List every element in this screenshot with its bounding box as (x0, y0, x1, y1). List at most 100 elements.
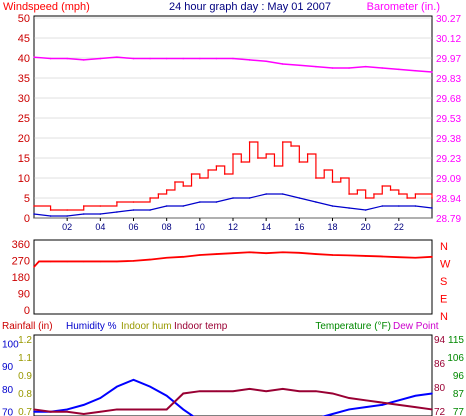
wind_gust-point (265, 153, 267, 155)
wind_gust-point (82, 205, 85, 207)
wind_avg-point (248, 197, 251, 199)
direction-point (232, 252, 234, 254)
humidity-point (431, 392, 433, 395)
barometer-point (331, 67, 334, 69)
rainfall-y-tick-label: 0.7 (18, 407, 32, 416)
humidity-point (132, 378, 135, 381)
windspeed-axis-title: Windspeed (mph) (3, 1, 90, 13)
barometer-point (348, 67, 350, 69)
wind_gust-point (306, 153, 309, 155)
wind-y-tick-label: 40 (18, 53, 30, 65)
humidity-point (364, 406, 367, 408)
direction-y-tick-label: 270 (12, 256, 30, 268)
barometer-point (315, 65, 317, 68)
barometer-y-tick-label: 29.23 (436, 154, 461, 165)
wind_gust-point (33, 205, 35, 207)
barometer-point (248, 59, 251, 61)
barometer-point (414, 69, 417, 72)
barometer-point (66, 57, 68, 60)
indoor_temp-point (348, 397, 350, 399)
wind_gust-point (414, 193, 417, 195)
barometer-point (82, 59, 85, 61)
wind_avg-point (199, 201, 201, 203)
barometer-y-tick-label: 29.09 (436, 174, 461, 185)
wind_avg-point (182, 205, 185, 207)
direction-point (99, 260, 102, 263)
direction-point (364, 255, 367, 257)
indoor-hum-title: Indoor hum (121, 321, 172, 332)
barometer-y-tick-label: 29.97 (436, 54, 461, 65)
humidity-point (348, 408, 350, 411)
temperature-y-tick-label: 86 (434, 359, 446, 370)
barometer-point (232, 57, 234, 60)
humidity-point (99, 397, 102, 399)
barometer-point (281, 63, 284, 65)
barometer-point (431, 71, 433, 73)
rainfall-y-tick-label: 0.8 (18, 389, 32, 400)
wind_gust-point (223, 173, 226, 175)
indoor_temp-point (281, 388, 284, 390)
dew-point-y-tick-label: 106 (447, 353, 464, 364)
dew-point-y-tick-label: 115 (448, 335, 464, 346)
wind_avg-point (165, 205, 168, 207)
indoor_temp-point (265, 390, 267, 392)
wind-y-tick-label: 25 (18, 113, 30, 125)
wind_avg-point (99, 213, 102, 215)
wind_gust-point (232, 153, 234, 155)
temperature-right-ticks: 94 86 80 72 115 106 96 87 77 (434, 335, 464, 416)
compass-label: N (440, 311, 448, 323)
wind_gust-point (182, 185, 185, 187)
barometer-point (215, 57, 218, 60)
wind_gust-point (132, 201, 135, 203)
direction-y-tick-label: 0 (24, 305, 30, 317)
indoor_temp-point (232, 390, 234, 392)
barometer-y-tick-label: 29.38 (436, 134, 461, 145)
barometer-y-tick-label: 29.83 (436, 74, 461, 85)
time-x-tick-label: 06 (128, 222, 138, 232)
barometer-axis-title: Barometer (in.) (367, 1, 440, 13)
direction-point (49, 260, 52, 263)
wind_gust-point (348, 193, 350, 195)
wind_avg-point (315, 201, 317, 203)
wind_avg-point (414, 205, 417, 207)
indoor-temp-title: Indoor temp (174, 321, 228, 332)
direction-point (331, 254, 334, 256)
wind_gust-point (389, 189, 392, 191)
indoor_temp-point (381, 401, 384, 404)
barometer-point (165, 57, 168, 60)
wind_gust-point (240, 161, 243, 163)
compass-label: N (440, 241, 448, 253)
wind_gust-point (373, 193, 375, 195)
indoor_temp-point (33, 408, 35, 411)
time-x-tick-label: 10 (195, 222, 205, 232)
wind_avg-point (398, 205, 400, 207)
humidity-point (82, 404, 85, 406)
dew-point-y-tick-label: 77 (453, 407, 465, 416)
wind_gust-point (149, 197, 151, 199)
direction-point (414, 256, 417, 259)
barometer-point (199, 57, 201, 60)
wind_avg-point (82, 213, 85, 215)
wind_gust-point (165, 189, 168, 191)
humidity-title: Humidity % (66, 321, 117, 332)
direction-line (33, 251, 433, 268)
temperature-y-tick-label: 94 (434, 335, 446, 346)
direction-point (33, 266, 35, 268)
wind_avg-point (232, 197, 234, 199)
wind_avg-point (298, 197, 301, 199)
wind_gust-point (298, 161, 301, 163)
wind-y-tick-label: 20 (18, 133, 30, 145)
wind-y-tick-label: 15 (18, 153, 30, 165)
wind_gust-point (290, 145, 292, 147)
time-x-tick-label: 14 (261, 222, 271, 232)
direction-point (215, 253, 218, 255)
indoor_temp-point (165, 408, 168, 411)
direction-point (38, 260, 40, 263)
direction-point (82, 260, 85, 263)
direction-left-ticks: 360 270 180 90 0 (12, 239, 30, 317)
direction-point (315, 253, 317, 255)
rainfall-y-tick-label: 1.2 (18, 335, 32, 346)
barometer-y-tick-label: 29.68 (436, 94, 461, 105)
